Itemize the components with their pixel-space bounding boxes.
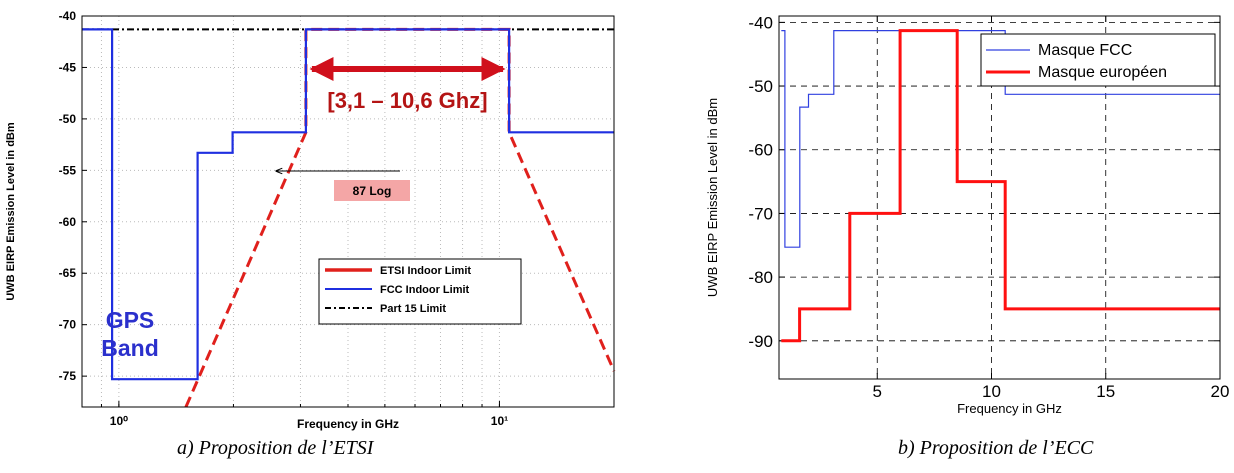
slope-box (334, 180, 410, 201)
gps-label-line1: GPS (106, 307, 155, 333)
y-axis-label-b: UWB EIRP Emission Level in dBm (705, 98, 720, 297)
x-tick-label-a: 10⁰ (110, 414, 128, 428)
y-tick-label-b: -80 (748, 268, 773, 287)
legend-label-b: Masque FCC (1038, 42, 1132, 59)
y-tick-label-b: -40 (748, 13, 773, 32)
legend-label-a: FCC Indoor Limit (380, 284, 470, 296)
x-tick-label-b: 15 (1096, 382, 1115, 401)
y-tick-label-b: -50 (748, 77, 773, 96)
y-tick-label-a: -60 (59, 215, 77, 229)
y-tick-label-b: -90 (748, 332, 773, 351)
axes-frame-a (81, 15, 615, 408)
y-axis-label-a: UWB EIRP Emission Level in dBm (5, 122, 17, 300)
y-tick-label-a: -75 (59, 369, 77, 383)
x-tick-label-a: 10¹ (491, 414, 508, 428)
band-label: [3,1 – 10,6 Ghz] (327, 88, 487, 113)
caption-etsi: a) Proposition de l’ETSI (177, 437, 374, 459)
legend-label-a: Part 15 Limit (380, 303, 446, 315)
x-tick-label-b: 5 (873, 382, 882, 401)
x-axis-label-a: Frequency in GHz (297, 417, 399, 431)
caption-ecc: b) Proposition de l’ECC (898, 437, 1094, 459)
y-tick-label-a: -45 (59, 60, 77, 74)
x-tick-label-b: 20 (1211, 382, 1230, 401)
legend-label-b: Masque européen (1038, 64, 1167, 81)
y-tick-label-a: -65 (59, 266, 77, 280)
y-tick-label-b: -70 (748, 204, 773, 223)
gps-label-line2: Band (101, 335, 159, 361)
y-tick-label-b: -60 (748, 141, 773, 160)
y-tick-label-a: -50 (59, 112, 77, 126)
etsi-chart: -40 -45 -50 -55 -60 -65 -70 -75 10⁰ 10¹ [3,1 – 10,… (5, 9, 616, 431)
plot-area-a (82, 16, 614, 407)
slope-label: 87 Log (353, 184, 392, 198)
legend-box-b (980, 33, 1216, 87)
x-tick-label-b: 10 (982, 382, 1001, 401)
series-line-a-1 (82, 28, 614, 381)
series-line-b-1 (781, 29, 1220, 343)
series-line-a-0 (184, 27, 616, 408)
legend-b: Masque FCC Masque européen (980, 33, 1216, 87)
legend-label-a: ETSI Indoor Limit (380, 265, 471, 277)
x-axis-label-b: Frequency in GHz (957, 401, 1062, 416)
axes-frame-b (778, 15, 1221, 380)
y-tick-label-a: -70 (59, 318, 77, 332)
legend-box-a (318, 258, 522, 325)
y-tick-label-a: -55 (59, 163, 77, 177)
y-tick-label-a: -40 (59, 9, 77, 23)
legend-a: ETSI Indoor Limit FCC Indoor Limit Part 15… (318, 258, 522, 325)
